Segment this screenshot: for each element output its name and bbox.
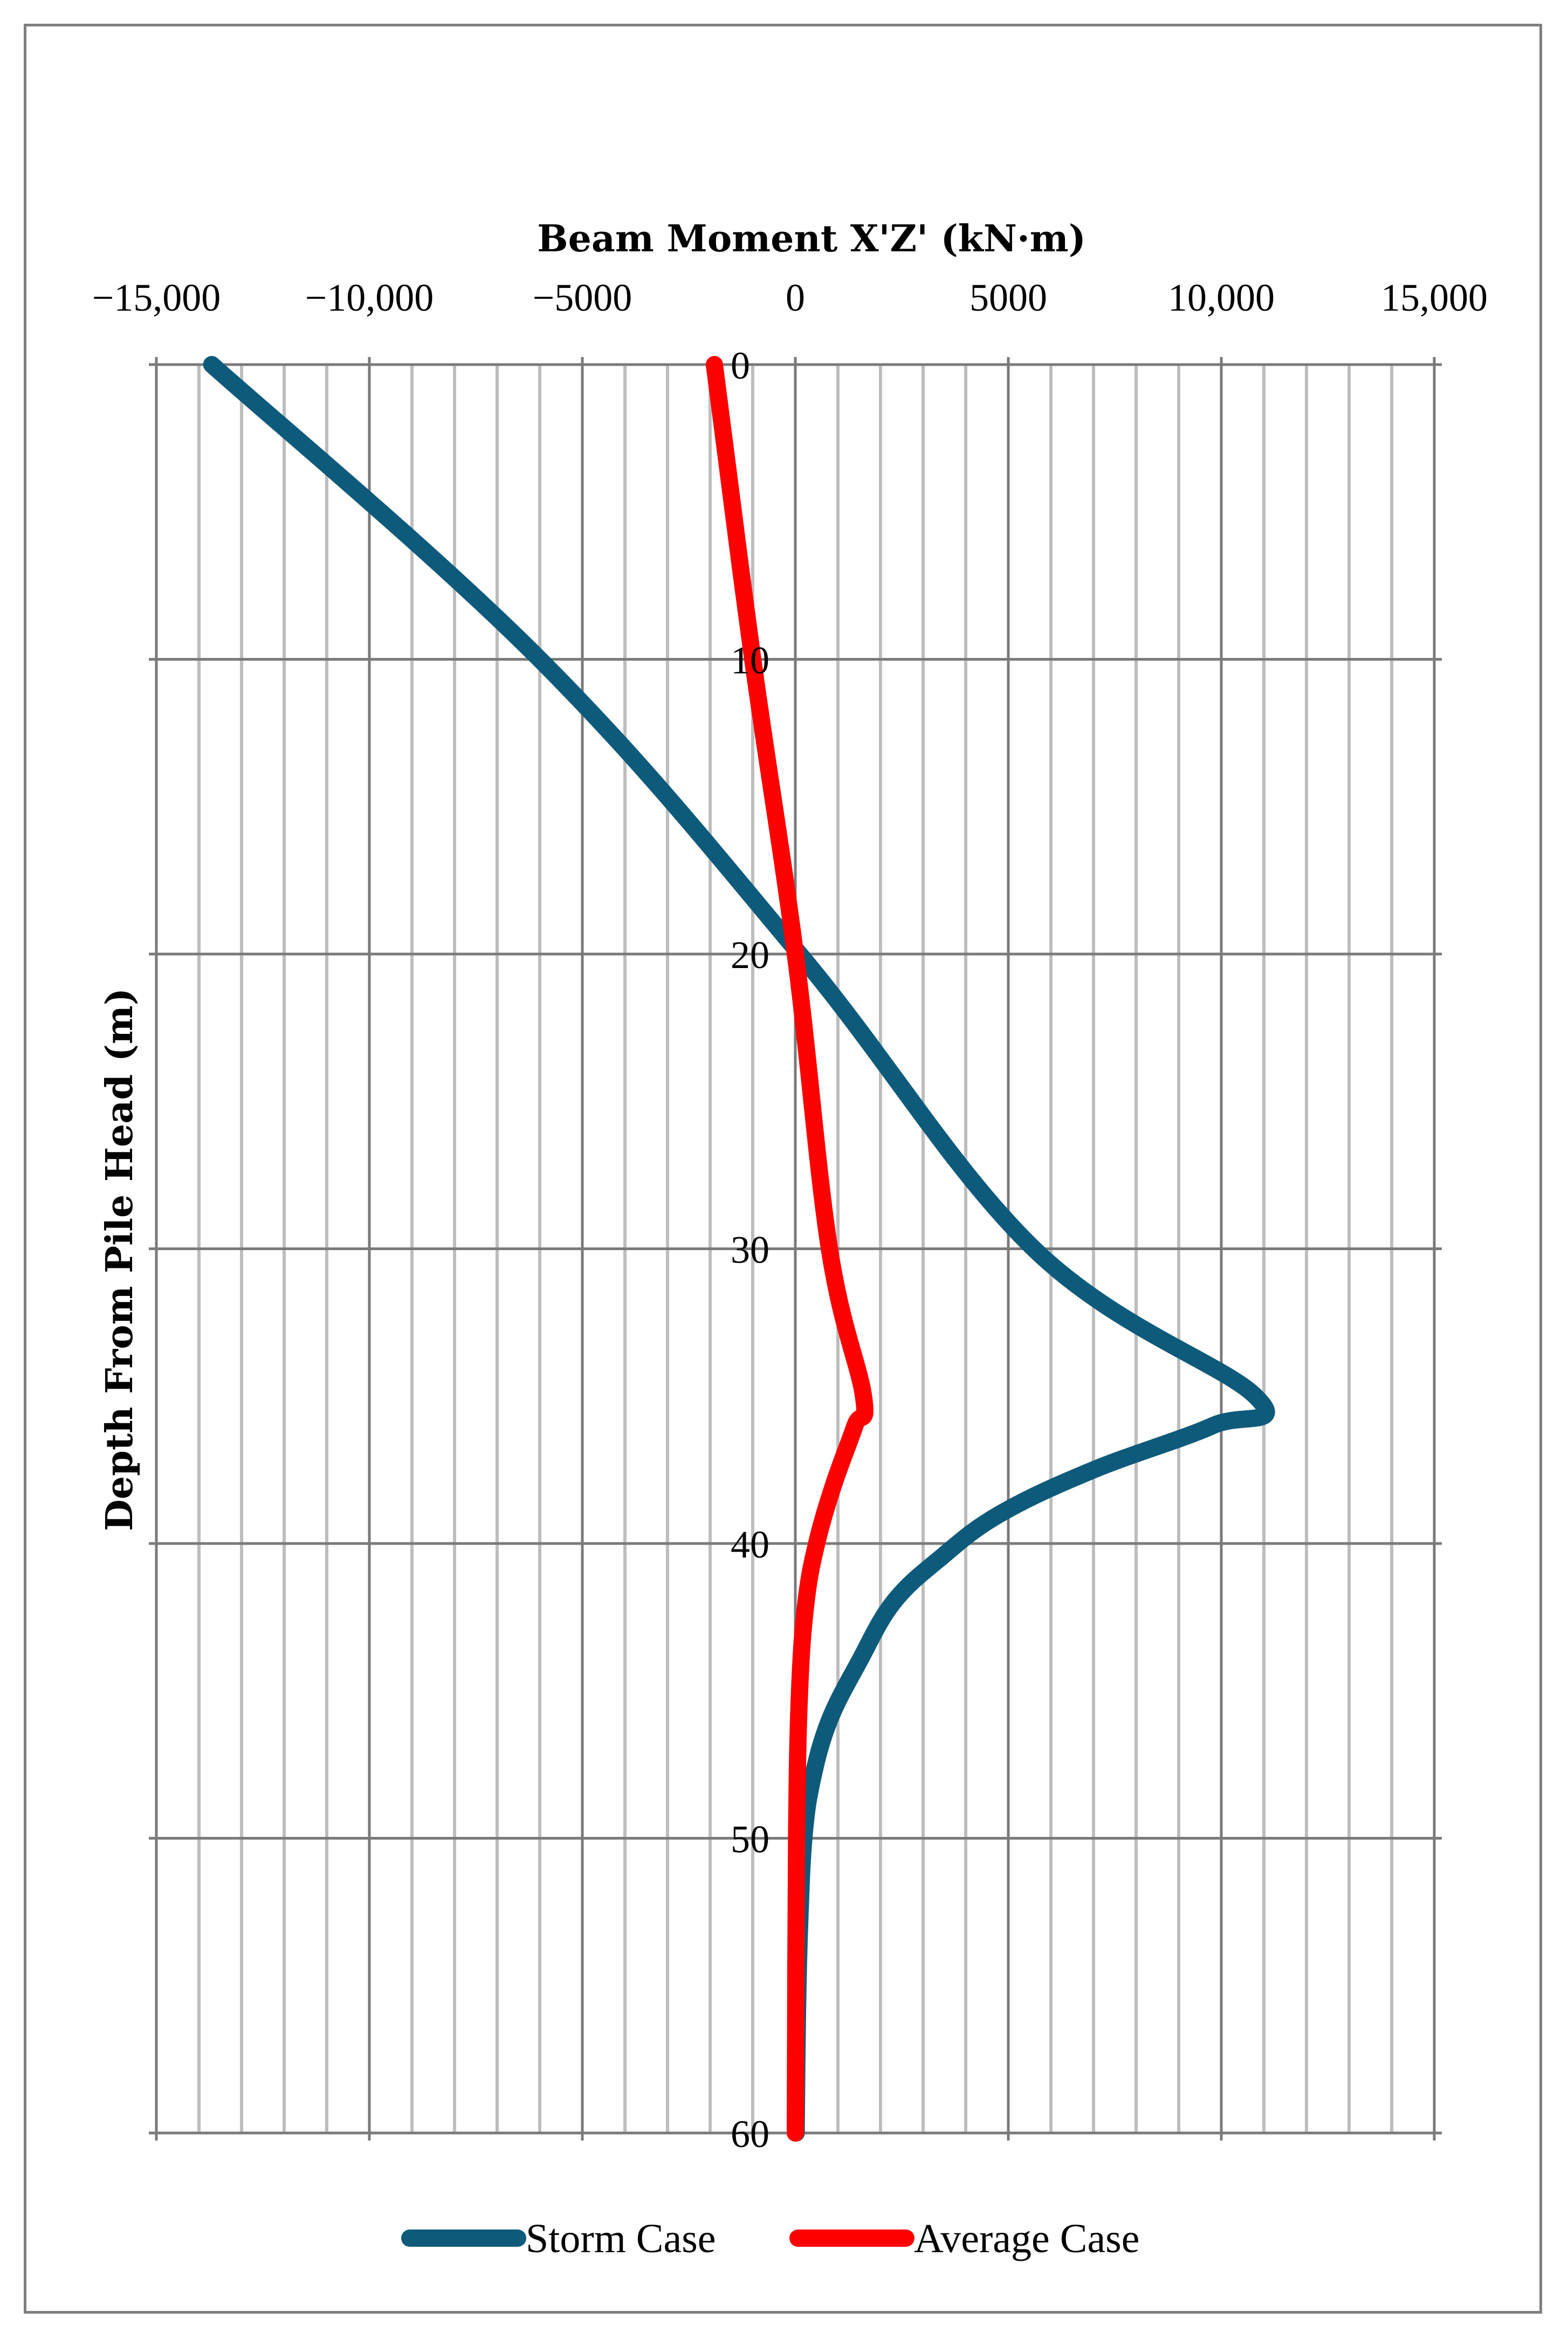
series-line-average-case: [705, 356, 874, 2142]
x-axis-title: Beam Moment X'Z' (kN·m): [537, 217, 1086, 260]
legend-label-average-case: Average Case: [914, 2216, 1139, 2261]
x-tick-label: −15,000: [92, 276, 221, 319]
x-tick-label: 0: [786, 276, 805, 319]
y-tick-label: 60: [731, 2112, 769, 2156]
tick-labels: −15,000 −10,000 −5000 0 5000 10,000 15,000 0 10 2…: [92, 276, 1488, 2156]
y-tick-label: 40: [731, 1523, 769, 1566]
y-tick-label: 20: [731, 934, 769, 977]
chart-frame: [24, 24, 1542, 2314]
y-tick-label: 10: [731, 639, 769, 682]
x-tick-label: 5000: [969, 276, 1047, 319]
legend: Storm Case Average Case: [401, 2216, 1139, 2261]
y-tick-label: 50: [731, 1818, 769, 1861]
x-tick-label: −5000: [533, 276, 632, 319]
y-tick-label: 30: [731, 1229, 769, 1272]
y-tick-label: 0: [731, 344, 750, 387]
y-axis-title: Depth From Pile Head (m): [98, 988, 141, 1531]
x-tick-label: 10,000: [1168, 276, 1275, 319]
x-tick-label: 15,000: [1381, 276, 1488, 319]
series-lines: [203, 356, 1275, 2142]
legend-label-storm-case: Storm Case: [526, 2216, 716, 2261]
x-tick-label: −10,000: [305, 276, 434, 319]
